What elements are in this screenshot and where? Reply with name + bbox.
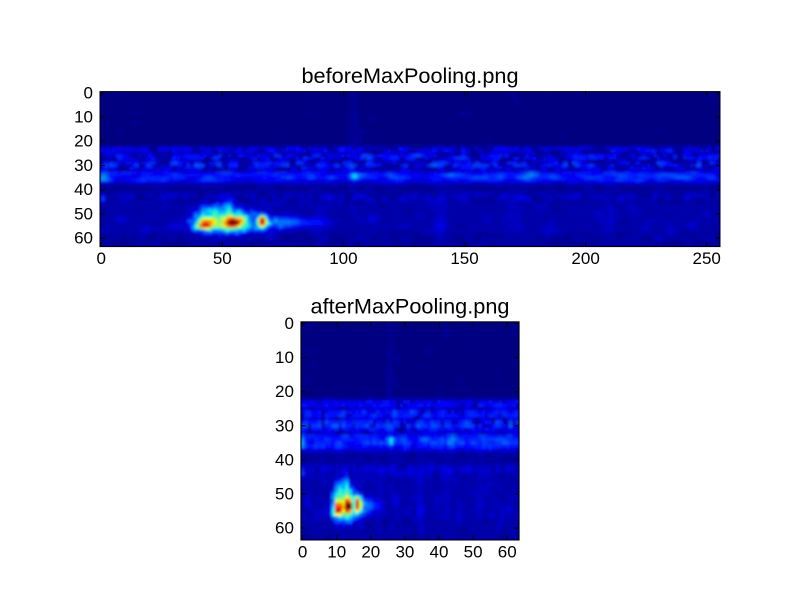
svg-text:10: 10 — [74, 108, 93, 127]
svg-text:40: 40 — [430, 543, 449, 562]
svg-text:10: 10 — [275, 348, 294, 367]
svg-text:0: 0 — [96, 249, 105, 268]
svg-text:40: 40 — [275, 450, 294, 469]
svg-text:0: 0 — [298, 543, 307, 562]
svg-text:30: 30 — [74, 156, 93, 175]
svg-text:20: 20 — [74, 132, 93, 151]
svg-text:0: 0 — [284, 314, 293, 333]
svg-text:250: 250 — [693, 249, 721, 268]
svg-text:100: 100 — [329, 249, 357, 268]
svg-text:200: 200 — [571, 249, 599, 268]
svg-text:150: 150 — [450, 249, 478, 268]
svg-text:20: 20 — [361, 543, 380, 562]
svg-text:30: 30 — [275, 416, 294, 435]
svg-text:50: 50 — [213, 249, 232, 268]
svg-text:60: 60 — [498, 543, 517, 562]
svg-text:50: 50 — [464, 543, 483, 562]
svg-text:40: 40 — [74, 180, 93, 199]
svg-text:afterMaxPooling.png: afterMaxPooling.png — [311, 294, 510, 319]
svg-text:30: 30 — [395, 543, 414, 562]
svg-text:50: 50 — [74, 204, 93, 223]
svg-text:60: 60 — [275, 519, 294, 538]
svg-text:60: 60 — [74, 229, 93, 248]
svg-text:10: 10 — [327, 543, 346, 562]
svg-text:20: 20 — [275, 382, 294, 401]
svg-text:beforeMaxPooling.png: beforeMaxPooling.png — [301, 63, 518, 88]
svg-text:50: 50 — [275, 484, 294, 503]
svg-text:0: 0 — [84, 83, 93, 102]
